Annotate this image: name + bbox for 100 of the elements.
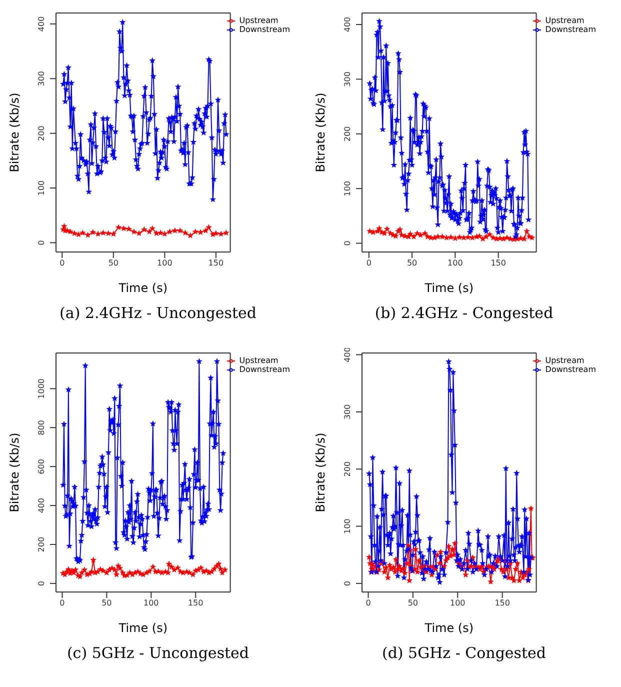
point	[212, 230, 220, 236]
x-tick-label: 150	[494, 598, 510, 608]
point	[504, 234, 510, 241]
point	[424, 233, 431, 240]
point	[187, 232, 194, 238]
x-tick-label: 50	[102, 598, 112, 608]
point	[84, 232, 92, 238]
text: (d) 5GHz - Congested	[380, 644, 548, 662]
point	[172, 227, 178, 234]
x-tick-label: 150	[490, 258, 506, 268]
y-axis-title: Bitrate (Kb/s)	[313, 92, 328, 172]
point	[486, 231, 493, 238]
legend-label: Upstream	[545, 356, 584, 365]
y-tick-label: 400	[343, 347, 352, 362]
point	[434, 233, 442, 240]
point	[71, 230, 78, 236]
y-tick-label: 100	[343, 518, 352, 534]
point	[443, 234, 450, 241]
point	[79, 229, 86, 236]
point	[67, 228, 74, 235]
point	[182, 229, 188, 236]
point	[149, 225, 156, 232]
point	[448, 234, 454, 240]
point	[110, 230, 117, 237]
point	[398, 232, 405, 238]
point	[146, 228, 153, 235]
point	[483, 233, 490, 240]
point	[439, 233, 446, 240]
point	[94, 230, 102, 237]
y-tick-label: 300	[343, 404, 352, 420]
x-tick-label: 50	[408, 598, 418, 608]
point	[90, 228, 96, 236]
legend-label: Upstream	[239, 16, 278, 25]
x-tick-label: 0	[366, 258, 372, 268]
point	[366, 228, 373, 234]
y-tick-label: 200	[37, 536, 46, 552]
y-tick-label: 200	[343, 461, 352, 477]
point	[464, 234, 472, 240]
point	[157, 229, 164, 236]
y-tick-label: 400	[37, 16, 46, 32]
legend-label: Downstream	[239, 365, 290, 374]
point	[115, 224, 122, 230]
legend-label: Upstream	[239, 356, 278, 365]
point	[161, 230, 168, 237]
point	[126, 226, 132, 232]
x-tick-label: 100	[450, 598, 466, 608]
x-tick-label: 100	[448, 258, 463, 268]
y-tick-label: 300	[343, 72, 352, 87]
text: (b) 2.4GHz - Congested	[374, 304, 554, 322]
x-tick-label: 150	[188, 598, 204, 608]
point	[60, 222, 68, 230]
point	[130, 228, 138, 235]
x-tick-label: 0	[60, 258, 65, 268]
x-tick-label: 0	[366, 598, 371, 608]
point	[384, 226, 390, 232]
x-tick-label: 100	[157, 258, 172, 268]
point	[452, 234, 458, 242]
x-axis-title: Time (s)	[424, 281, 474, 295]
x-tick-label: 50	[108, 258, 119, 268]
y-axis-title: Bitrate (Kb/s)	[7, 92, 22, 172]
y-tick-label: 600	[37, 458, 46, 474]
y-tick-label: 800	[37, 420, 46, 436]
point	[176, 227, 184, 234]
legend-label: Downstream	[545, 365, 596, 374]
point	[100, 229, 106, 236]
point	[140, 226, 148, 232]
y-tick-label: 0	[343, 580, 352, 586]
y-tick-label: 0	[37, 240, 46, 246]
y-tick-label: 400	[343, 16, 352, 32]
y-axis-title: Bitrate (Kb/s)	[313, 432, 328, 512]
point	[524, 228, 530, 234]
legend-label: Downstream	[545, 25, 596, 34]
point	[218, 230, 224, 237]
point	[136, 230, 142, 236]
y-tick-label: 300	[37, 70, 46, 86]
x-axis-title: Time (s)	[424, 621, 474, 635]
y-tick-label: 0	[343, 240, 352, 246]
point	[222, 229, 230, 236]
point	[192, 228, 199, 235]
x-tick-label: 100	[144, 598, 159, 608]
x-axis-title: Time (s)	[118, 621, 168, 635]
point	[422, 230, 428, 236]
point	[105, 230, 112, 236]
point	[407, 230, 414, 237]
point	[476, 232, 483, 239]
legend-label: Downstream	[239, 25, 290, 34]
point	[120, 225, 127, 232]
y-tick-label: 1000	[37, 378, 46, 399]
y-tick-label: 200	[37, 126, 46, 141]
x-axis-title: Time (s)	[118, 281, 168, 295]
y-tick-label: 200	[343, 126, 352, 142]
legend-label: Upstream	[545, 16, 584, 25]
point	[153, 230, 160, 236]
x-tick-label: 0	[60, 598, 65, 608]
point	[202, 227, 209, 234]
y-tick-label: 0	[37, 580, 46, 586]
point	[410, 233, 417, 240]
point	[166, 228, 174, 235]
point	[381, 230, 388, 236]
y-tick-label: 100	[343, 180, 352, 196]
